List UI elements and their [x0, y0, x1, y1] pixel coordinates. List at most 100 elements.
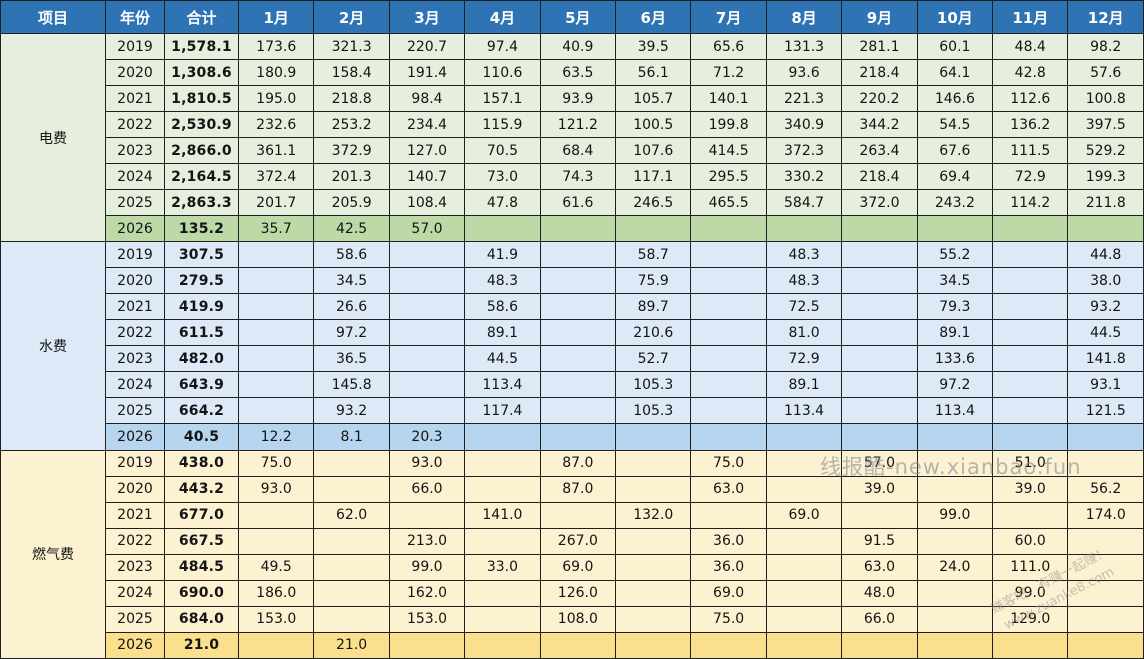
year-cell: 2019 [105, 449, 165, 477]
table-row: 2026 21.0 21.0 [1, 631, 1144, 659]
month-cell [539, 267, 617, 295]
month-cell: 173.6 [237, 32, 315, 61]
month-cell: 40.9 [539, 32, 617, 61]
month-cell: 218.4 [841, 163, 918, 191]
table-row: 2021 1,810.5 195.0 218.8 98.4 157.1 93.9 105.7 1… [1, 85, 1144, 113]
month-cell: 105.7 [615, 85, 692, 113]
month-cell: 93.0 [237, 475, 315, 503]
year-cell: 2020 [105, 475, 165, 503]
month-cell [841, 345, 918, 373]
year-cell: 2025 [105, 189, 165, 217]
month-cell [615, 579, 692, 607]
month-cell [841, 241, 918, 269]
year-cell: 2024 [105, 579, 165, 607]
table-row: 2020 279.5 34.5 48.3 75.9 48.3 34.5 38.0 [1, 267, 1144, 295]
table-row: 2026 40.5 12.2 8.1 20.3 [1, 423, 1144, 451]
month-cell [765, 215, 843, 243]
month-cell: 64.1 [916, 59, 994, 87]
month-cell [539, 345, 617, 373]
month-cell [313, 579, 390, 607]
month-cell: 372.4 [237, 163, 315, 191]
table-row: 2023 484.5 49.5 99.0 33.0 69.0 36.0 63.0 24.0 111… [1, 553, 1144, 581]
month-cell: 56.2 [1067, 475, 1144, 503]
month-cell: 99.0 [916, 501, 994, 529]
total-cell: 2,863.3 [164, 189, 239, 217]
month-cell: 295.5 [690, 163, 767, 191]
month-cell: 220.2 [841, 85, 918, 113]
total-cell: 1,810.5 [164, 85, 239, 113]
month-cell: 153.0 [388, 605, 466, 633]
column-header-4: 2月 [313, 0, 390, 34]
month-cell: 372.9 [313, 137, 390, 165]
month-cell [464, 579, 541, 607]
month-cell: 67.6 [916, 137, 994, 165]
month-cell: 34.5 [916, 267, 994, 295]
month-cell: 41.9 [464, 241, 541, 269]
month-cell: 72.9 [765, 345, 843, 373]
table-row: 2024 2,164.5 372.4 201.3 140.7 73.0 74.3 117.1 2… [1, 163, 1144, 191]
month-cell [539, 215, 617, 243]
month-cell: 72.5 [765, 293, 843, 321]
month-cell: 63.5 [539, 59, 617, 87]
month-cell: 99.0 [388, 553, 466, 581]
total-cell: 279.5 [164, 267, 239, 295]
column-header-6: 4月 [464, 0, 541, 34]
month-cell: 465.5 [690, 189, 767, 217]
month-cell: 180.9 [237, 59, 315, 87]
month-cell: 36.0 [690, 553, 767, 581]
month-cell [539, 241, 617, 269]
month-cell: 75.0 [690, 605, 767, 633]
month-cell: 221.3 [765, 85, 843, 113]
year-cell: 2020 [105, 267, 165, 295]
total-cell: 40.5 [164, 423, 239, 451]
month-cell: 321.3 [313, 32, 390, 61]
month-cell: 58.6 [313, 241, 390, 269]
month-cell: 126.0 [539, 579, 617, 607]
month-cell: 146.6 [916, 85, 994, 113]
month-cell [765, 553, 843, 581]
month-cell [765, 631, 843, 659]
month-cell: 140.1 [690, 85, 767, 113]
month-cell: 361.1 [237, 137, 315, 165]
table-row: 2024 643.9 145.8 113.4 105.3 89.1 97.2 93.1 [1, 371, 1144, 399]
month-cell [841, 631, 918, 659]
month-cell [464, 423, 541, 451]
column-header-0: 项目 [0, 0, 106, 34]
month-cell [237, 319, 315, 347]
month-cell: 108.4 [388, 189, 466, 217]
month-cell [1067, 605, 1144, 633]
month-cell [313, 475, 390, 503]
month-cell: 12.2 [237, 423, 315, 451]
month-cell: 68.4 [539, 137, 617, 165]
year-cell: 2023 [105, 345, 165, 373]
month-cell: 81.0 [765, 319, 843, 347]
month-cell: 131.3 [765, 32, 843, 61]
total-cell: 2,866.0 [164, 137, 239, 165]
year-cell: 2022 [105, 319, 165, 347]
month-cell: 157.1 [464, 85, 541, 113]
month-cell [615, 449, 692, 477]
column-header-1: 年份 [105, 0, 165, 34]
year-cell: 2026 [105, 423, 165, 451]
month-cell: 112.6 [992, 85, 1069, 113]
month-cell: 129.0 [992, 605, 1069, 633]
month-cell: 79.3 [916, 293, 994, 321]
month-cell: 97.4 [464, 32, 541, 61]
table-row: 2020 443.2 93.0 66.0 87.0 63.0 39.0 39.0 56.2 [1, 475, 1144, 503]
month-cell: 73.0 [464, 163, 541, 191]
month-cell [690, 319, 767, 347]
month-cell [992, 501, 1069, 529]
total-cell: 2,164.5 [164, 163, 239, 191]
month-cell: 42.8 [992, 59, 1069, 87]
total-cell: 667.5 [164, 527, 239, 555]
month-cell: 397.5 [1067, 111, 1144, 139]
year-cell: 2025 [105, 605, 165, 633]
month-cell: 34.5 [313, 267, 390, 295]
column-header-8: 6月 [615, 0, 692, 34]
month-cell: 89.1 [765, 371, 843, 399]
month-cell [464, 631, 541, 659]
month-cell [992, 293, 1069, 321]
month-cell: 117.4 [464, 397, 541, 425]
month-cell [916, 527, 994, 555]
year-cell: 2019 [105, 32, 165, 61]
